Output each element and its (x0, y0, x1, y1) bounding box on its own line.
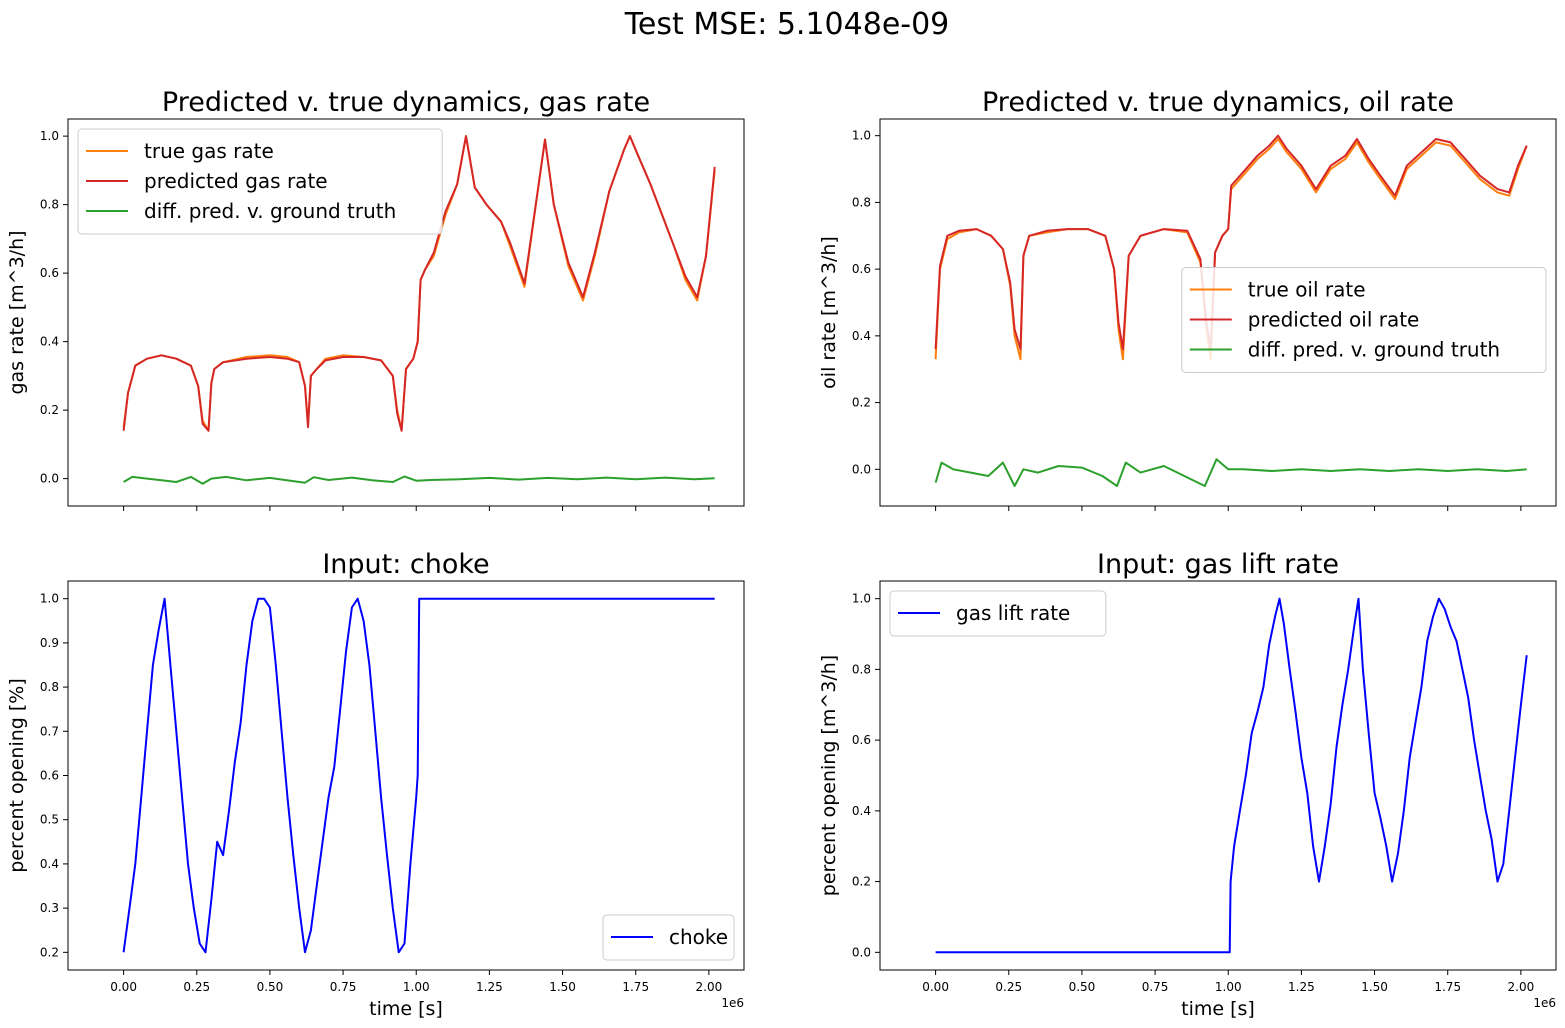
chart-panel-3: Input: choke 0.00 0.25 0.50 0.75 1.00 1.25 1.50… (6, 549, 745, 1020)
legend-box (77, 128, 443, 235)
legend: gas lift rate (889, 590, 1107, 637)
legend-box (889, 590, 1107, 637)
series-line (934, 458, 1527, 487)
legend: choke (602, 914, 735, 961)
legend-entry: diff. pred. v. ground truth (1248, 338, 1500, 362)
chart-title: Input: choke (322, 549, 489, 580)
y-tick-label: 0.6 (852, 262, 871, 276)
y-tick-label: 0.8 (40, 680, 59, 694)
y-tick-label: 0.4 (852, 329, 871, 343)
y-tick-label: 1.0 (40, 592, 59, 606)
x-tick-label: 2.00 (1508, 980, 1535, 994)
y-tick-label: 0.6 (852, 733, 871, 747)
x-tick-label: 0.00 (922, 980, 949, 994)
y-tick-label: 0.9 (40, 636, 59, 650)
axes-frame (67, 118, 745, 507)
y-tick-label: 0.2 (852, 875, 871, 889)
x-tick-label: 0.75 (330, 980, 357, 994)
legend-box (1181, 267, 1547, 373)
y-tick-label: 0.6 (40, 266, 59, 280)
y-tick-label: 0.4 (852, 804, 871, 818)
x-tick-label: 1.25 (476, 980, 503, 994)
x-tick-label: 0.25 (183, 980, 210, 994)
y-tick-label: 0.0 (852, 462, 871, 476)
y-tick-label: 0.7 (40, 724, 59, 738)
legend-entry: true oil rate (1248, 278, 1366, 302)
series-line (122, 597, 715, 954)
legend-entry: true gas rate (144, 139, 274, 163)
x-tick-label: 0.75 (1142, 980, 1169, 994)
x-axis-label: time [s] (1181, 998, 1255, 1020)
y-tick-label: 1.0 (852, 592, 871, 606)
y-tick-label: 1.0 (40, 129, 59, 143)
y-tick-label: 0.5 (40, 813, 59, 827)
chart-panel-2: Predicted v. true dynamics, oil rate 0.0 0… (818, 87, 1557, 511)
legend: true oil rate predicted oil rate diff. pre… (1181, 267, 1547, 373)
figure-suptitle: Test MSE: 5.1048e-09 (624, 7, 950, 42)
y-tick-label: 0.2 (852, 396, 871, 410)
legend-entry: gas lift rate (956, 601, 1070, 625)
x-offset-text: 1e6 (1533, 996, 1556, 1010)
chart-title: Predicted v. true dynamics, gas rate (162, 87, 650, 118)
legend-entry: predicted oil rate (1248, 308, 1420, 332)
y-tick-label: 0.8 (852, 195, 871, 209)
x-tick-label: 1.00 (403, 980, 430, 994)
axes-frame (879, 118, 1557, 507)
y-axis-label: oil rate [m^3/h] (818, 236, 840, 389)
x-tick-label: 1.75 (1434, 980, 1461, 994)
x-tick-label: 2.00 (696, 980, 723, 994)
x-tick-label: 1.50 (549, 980, 576, 994)
y-tick-label: 0.2 (40, 403, 59, 417)
x-tick-label: 0.50 (1069, 980, 1096, 994)
x-offset-text: 1e6 (721, 996, 744, 1010)
axes-frame (879, 580, 1557, 971)
series-line (122, 135, 716, 432)
y-axis-label: gas rate [m^3/h] (6, 230, 28, 394)
y-tick-label: 0.4 (40, 335, 59, 349)
y-tick-label: 0.8 (852, 662, 871, 676)
x-axis-label: time [s] (369, 998, 443, 1020)
legend-entry: diff. pred. v. ground truth (144, 199, 396, 223)
y-tick-label: 0.3 (40, 901, 59, 915)
x-tick-label: 0.25 (995, 980, 1022, 994)
x-tick-label: 1.00 (1215, 980, 1242, 994)
legend: true gas rate predicted gas rate diff. pre… (77, 128, 443, 235)
series-line (123, 475, 715, 485)
y-tick-label: 0.0 (852, 945, 871, 959)
y-tick-label: 1.0 (852, 129, 871, 143)
chart-title: Input: gas lift rate (1097, 549, 1339, 580)
legend-entry: choke (669, 925, 728, 949)
legend-entry: predicted gas rate (144, 169, 328, 193)
y-tick-label: 0.4 (40, 857, 59, 871)
x-tick-label: 0.00 (110, 980, 137, 994)
chart-title: Predicted v. true dynamics, oil rate (982, 87, 1454, 118)
series-line (934, 134, 1528, 351)
chart-panel-1: Predicted v. true dynamics, gas rate 0.0 0… (6, 87, 745, 511)
legend-box (602, 914, 735, 961)
x-tick-label: 0.50 (257, 980, 284, 994)
y-tick-label: 0.6 (40, 769, 59, 783)
y-tick-label: 0.2 (40, 945, 59, 959)
y-axis-label: percent opening [m^3/h] (818, 655, 840, 896)
x-tick-label: 1.25 (1288, 980, 1315, 994)
y-axis-label: percent opening [%] (6, 678, 28, 873)
y-tick-label: 0.8 (40, 198, 59, 212)
y-tick-label: 0.0 (40, 472, 59, 486)
x-tick-label: 1.50 (1361, 980, 1388, 994)
x-tick-label: 1.75 (622, 980, 649, 994)
series-line (935, 597, 1528, 954)
